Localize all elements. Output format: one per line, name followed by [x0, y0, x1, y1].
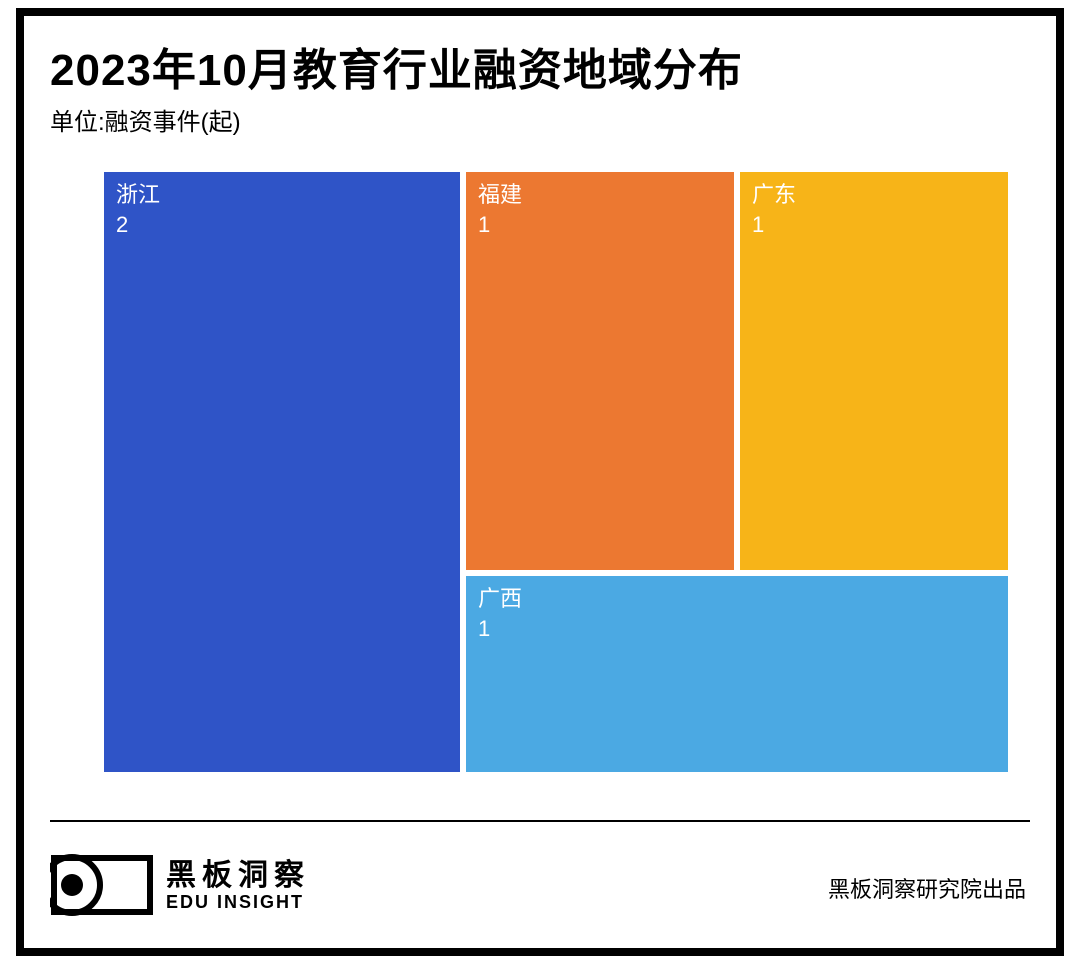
credit-text: 黑板洞察研究院出品	[828, 872, 1026, 904]
treemap-tile: 福建 1	[466, 172, 734, 570]
tile-value: 1	[478, 614, 996, 644]
chart-frame: 2023年10月教育行业融资地域分布 单位:融资事件(起) 浙江2福建1广东1广…	[16, 8, 1064, 956]
footer: 黑板洞察 EDU INSIGHT 黑板洞察研究院出品	[50, 844, 1030, 924]
chart-title: 2023年10月教育行业融资地域分布	[50, 34, 743, 98]
brand-text: 黑板洞察 EDU INSIGHT	[166, 850, 310, 913]
treemap-tile: 浙江 2	[104, 172, 460, 772]
chart-subtitle: 单位:融资事件(起)	[50, 102, 241, 137]
treemap-tile: 广西 1	[466, 576, 1008, 772]
tile-label: 广东	[752, 182, 796, 207]
tile-value: 1	[752, 210, 996, 240]
treemap-chart: 浙江 2 福建 1 广东 1 广西 1	[104, 172, 1008, 772]
tile-label: 福建	[478, 182, 522, 207]
brand-logo-icon	[50, 854, 154, 916]
treemap-tile: 广东 1	[740, 172, 1008, 570]
tile-label: 广西	[478, 586, 522, 611]
tile-label: 浙江	[116, 182, 160, 207]
tile-value: 1	[478, 210, 722, 240]
brand-name-en: EDU INSIGHT	[166, 892, 310, 913]
tile-value: 2	[116, 210, 448, 240]
footer-divider	[50, 820, 1030, 822]
brand-name-cn: 黑板洞察	[166, 850, 310, 894]
